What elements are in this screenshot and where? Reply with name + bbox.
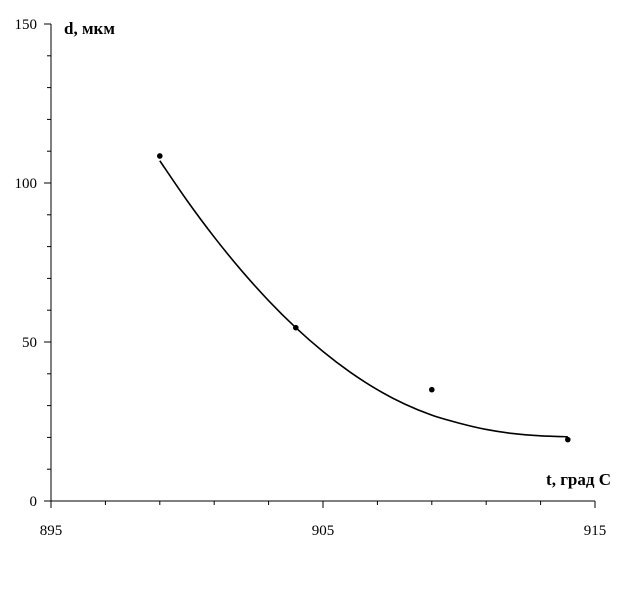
y-tick-label: 50 <box>22 335 37 351</box>
data-point <box>429 386 435 393</box>
data-points <box>157 153 571 443</box>
x-tick-label: 915 <box>584 523 607 539</box>
x-tick-label: 895 <box>40 523 63 539</box>
x-axis-title: t, град С <box>546 470 611 489</box>
y-tick-label: 100 <box>15 176 38 192</box>
y-tick-label: 150 <box>15 17 38 33</box>
x-tick-label: 905 <box>312 523 335 539</box>
data-point <box>565 436 571 443</box>
data-point <box>157 153 163 159</box>
y-axis-title: d, мкм <box>64 19 115 38</box>
data-point <box>293 324 299 331</box>
axis-tick-labels: 0 50 100 150 895 905 915 <box>15 17 607 539</box>
axes <box>50 24 595 502</box>
trend-line <box>159 160 568 438</box>
axis-ticks <box>44 23 596 508</box>
y-tick-label: 0 <box>30 494 38 510</box>
